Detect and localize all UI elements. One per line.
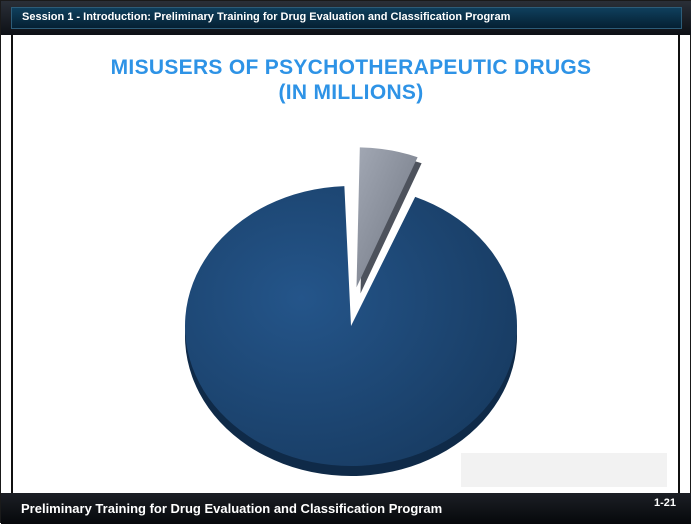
pie-slice-main — [184, 186, 518, 466]
footer-bar: Preliminary Training for Drug Evaluation… — [1, 493, 691, 524]
right-border — [678, 35, 680, 493]
footer-title: Preliminary Training for Drug Evaluation… — [21, 501, 443, 516]
pie-slice-small — [356, 147, 418, 288]
left-border — [11, 35, 13, 493]
chart-title-line-1: MISUSERS OF PSYCHOTHERAPEUTIC DRUGS — [110, 56, 592, 79]
session-header-bar: Session 1 - Introduction: Preliminary Tr… — [1, 1, 691, 35]
chart-title-line-2: (IN MILLIONS) — [278, 81, 424, 104]
background-panel — [461, 453, 667, 487]
page-number: 1-21 — [653, 497, 676, 509]
session-header-panel: Session 1 - Introduction: Preliminary Tr… — [11, 7, 682, 29]
chart-title: MISUSERS OF PSYCHOTHERAPEUTIC DRUGS (IN … — [101, 55, 601, 105]
pie-slices — [184, 147, 518, 476]
session-title: Session 1 - Introduction: Preliminary Tr… — [22, 11, 511, 23]
